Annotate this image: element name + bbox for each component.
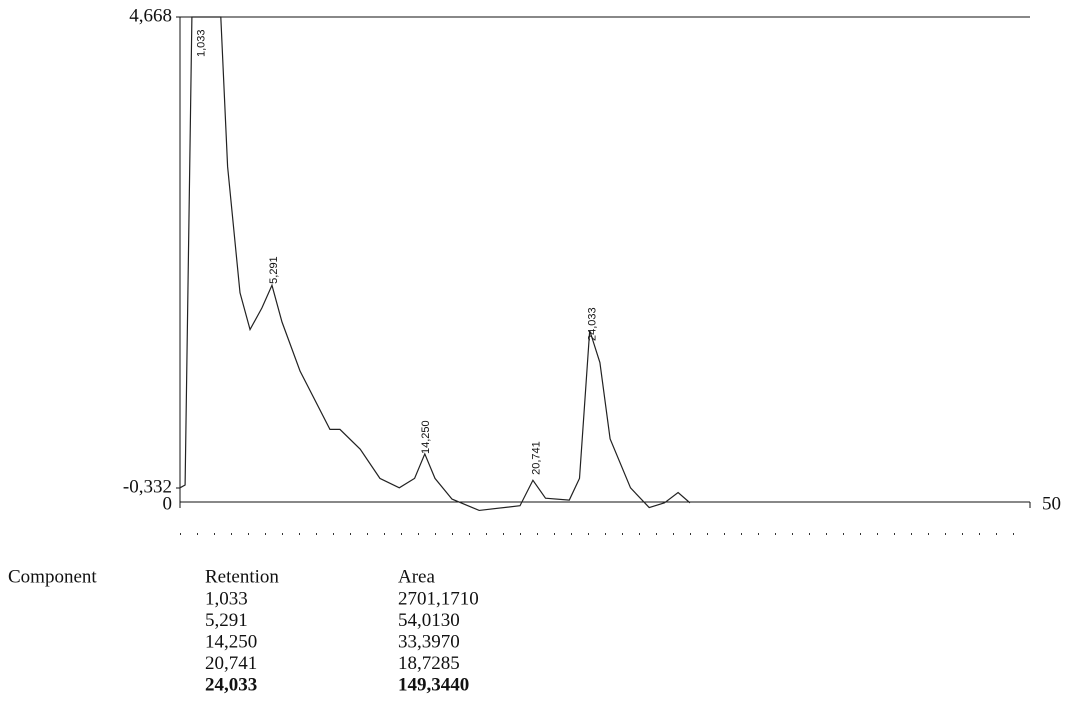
peak-label: 14,250 xyxy=(420,420,432,454)
table-cell: 33,3970 xyxy=(398,631,460,652)
table-cell: 5,291 xyxy=(205,610,248,631)
y-tick-label: 4,668 xyxy=(129,5,172,26)
table-cell: 24,033 xyxy=(205,674,257,695)
x-tick-label: 0 xyxy=(163,493,173,514)
trace xyxy=(180,17,690,510)
peak-label: 5,291 xyxy=(268,256,280,284)
table-cell: 18,7285 xyxy=(398,653,460,674)
table-header: Component xyxy=(8,566,97,587)
table-header: Area xyxy=(398,566,435,587)
chromatogram: Component Retention Area 1,033 2701,1710 5,29… xyxy=(0,0,1081,724)
table-cell: 54,0130 xyxy=(398,610,460,631)
table-header: Retention xyxy=(205,566,279,587)
table-cell: 2701,1710 xyxy=(398,588,479,609)
table-cell: 14,250 xyxy=(205,631,257,652)
table-cell: 149,3440 xyxy=(398,674,469,695)
peak-label: 24,033 xyxy=(586,307,598,341)
table-cell: 20,741 xyxy=(205,653,257,674)
results-table: Component Retention Area 1,033 2701,1710 5,29… xyxy=(8,566,479,695)
peak-label: 20,741 xyxy=(531,441,543,475)
table-cell: 1,033 xyxy=(205,588,248,609)
peak-label: 1,033 xyxy=(195,29,207,57)
x-tick-label: 50 xyxy=(1042,493,1061,514)
